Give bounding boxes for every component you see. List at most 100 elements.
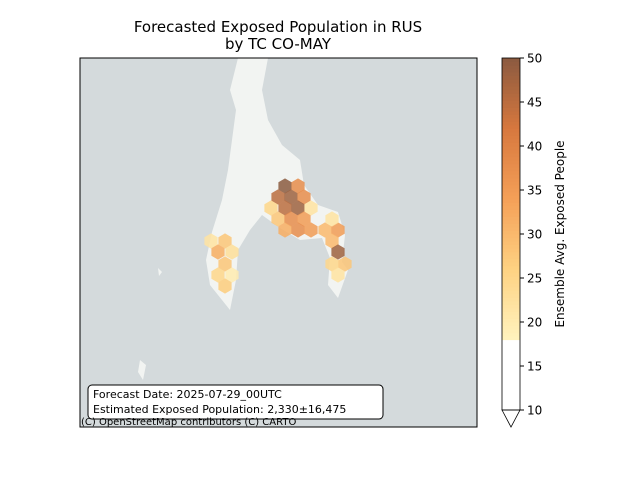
colorbar-segment (502, 103, 520, 108)
colorbar-segment (502, 146, 520, 151)
hex-cell (297, 211, 311, 227)
colorbar-segment (502, 346, 520, 351)
colorbar-segment (502, 198, 520, 203)
colorbar-segment (502, 223, 520, 228)
hex-cell (304, 222, 318, 238)
colorbar-segment (502, 131, 520, 136)
hex-cell (278, 178, 292, 194)
colorbar-segment (502, 68, 520, 73)
colorbar-segment (502, 163, 520, 168)
hex-cell (331, 244, 345, 260)
hex-cell (284, 211, 298, 227)
colorbar-tick-label: 50 (527, 52, 542, 66)
colorbar-segment (502, 364, 520, 369)
colorbar-segment (502, 128, 520, 133)
colorbar-tick-label: 35 (527, 184, 542, 198)
colorbar-segment (502, 244, 520, 249)
colorbar-segment (502, 174, 520, 179)
colorbar-extend (501, 409, 521, 428)
colorbar-segment (502, 311, 520, 316)
colorbar-tick-label: 30 (527, 228, 542, 242)
hex-cell (211, 267, 225, 283)
map-frame (79, 57, 478, 428)
hex-cell (204, 233, 218, 249)
colorbar-segment (502, 93, 520, 98)
colorbar-segment (502, 339, 520, 344)
colorbar-segment (502, 300, 520, 305)
colorbar-segment (502, 381, 520, 386)
colorbar-segment (502, 269, 520, 274)
colorbar-segment (502, 276, 520, 281)
colorbar-tick-label: 25 (527, 272, 542, 286)
hex-cell (318, 222, 332, 238)
sea (80, 58, 477, 427)
colorbar-segment (502, 107, 520, 112)
colorbar-segment (502, 135, 520, 140)
hex-cell (325, 233, 339, 249)
colorbar-segment (502, 367, 520, 372)
colorbar-segment (502, 110, 520, 115)
colorbar-segment (502, 357, 520, 362)
colorbar-segment (502, 283, 520, 288)
colorbar-segment (502, 226, 520, 231)
colorbar-segment (502, 209, 520, 214)
colorbar-segment (502, 336, 520, 341)
colorbar-segment (502, 385, 520, 390)
colorbar-segment (502, 279, 520, 284)
attribution: (C) OpenStreetMap contributors (C) CARTO (81, 417, 296, 428)
colorbar-segment (502, 177, 520, 182)
land (206, 58, 348, 310)
hex-cell (331, 222, 345, 238)
colorbar-segment (502, 167, 520, 172)
colorbar-segment (502, 96, 520, 101)
colorbar-segment (502, 89, 520, 94)
hex-cell (331, 267, 345, 283)
hex-cell (218, 278, 232, 294)
colorbar-segment (502, 304, 520, 309)
colorbar-segment (502, 248, 520, 253)
map (80, 58, 477, 427)
colorbar-segment (502, 406, 520, 411)
colorbar-segment (502, 79, 520, 84)
hex-cell (304, 200, 318, 216)
hex-cell (225, 267, 239, 283)
colorbar-segment (502, 251, 520, 256)
hex-cell (211, 244, 225, 260)
colorbar-segment (502, 142, 520, 147)
colorbar-segment (502, 307, 520, 312)
hex-cell (225, 244, 239, 260)
colorbar-segment (502, 329, 520, 334)
colorbar-tick-label: 20 (527, 316, 542, 330)
colorbar-segment (502, 255, 520, 260)
colorbar-segment (502, 65, 520, 70)
hex-cell (325, 256, 339, 272)
colorbar-segment (502, 399, 520, 404)
colorbar-segment (502, 392, 520, 397)
colorbar-segment (502, 325, 520, 330)
colorbar-segment (502, 265, 520, 270)
colorbar-segment (502, 188, 520, 193)
colorbar-segment (502, 314, 520, 319)
colorbar-label: Ensemble Avg. Exposed People (553, 140, 567, 327)
hex-cell (291, 200, 305, 216)
colorbar-segment (502, 195, 520, 200)
hex-cell (291, 178, 305, 194)
colorbar-segment (502, 181, 520, 186)
colorbar-segment (502, 114, 520, 119)
hex-cell (284, 189, 298, 205)
colorbar-segment (502, 75, 520, 80)
colorbar-segment (502, 160, 520, 165)
colorbar-segment (502, 149, 520, 154)
colorbar-segment (502, 290, 520, 295)
colorbar-segment (502, 332, 520, 337)
hex-cell (278, 200, 292, 216)
hex-cell (297, 189, 311, 205)
title: Forecasted Exposed Population in RUS (134, 18, 422, 36)
colorbar-segment (502, 121, 520, 126)
colorbar-segment (502, 322, 520, 327)
hex-cell (278, 222, 292, 238)
colorbar-segment (502, 202, 520, 207)
colorbar-segment (502, 241, 520, 246)
hex-cell (291, 222, 305, 238)
colorbar-tick-label: 40 (527, 140, 542, 154)
